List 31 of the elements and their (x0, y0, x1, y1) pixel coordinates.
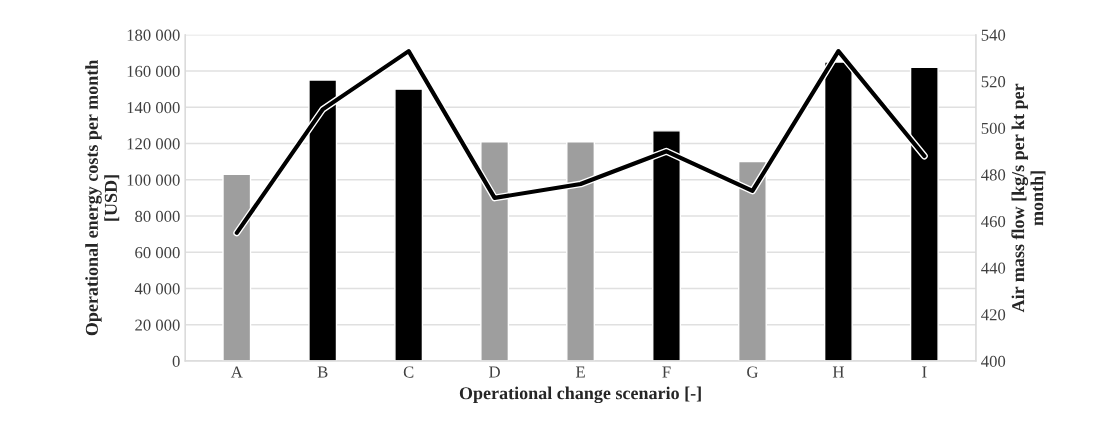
y2-tick-label: 440 (981, 262, 1006, 274)
y-tick-label: 80 000 (135, 210, 180, 222)
x-tick-label: D (489, 366, 500, 378)
y2-tick-label: 420 (981, 309, 1006, 321)
y2-tick-label: 500 (981, 122, 1006, 134)
x-tick-label: I (922, 366, 927, 378)
y2-tick-label: 400 (981, 355, 1006, 367)
y-tick-label: 140 000 (127, 102, 180, 114)
y2-tick-label: 480 (981, 169, 1006, 181)
y-tick-label: 180 000 (127, 29, 180, 41)
x-axis-title: Operational change scenario [-] (459, 386, 701, 404)
x-tick-label: B (317, 366, 328, 378)
y-tick-label: 120 000 (127, 138, 180, 150)
x-tick-label: G (747, 366, 758, 378)
y-tick-label: 100 000 (127, 174, 180, 186)
x-tick-label: A (230, 366, 243, 378)
x-tick-label: E (575, 366, 585, 378)
x-tick-label: H (832, 366, 844, 378)
y-tick-label: 0 (172, 355, 180, 367)
y-axis-title: Operational energy costs per month [USD] (85, 59, 120, 336)
y-tick-label: 160 000 (127, 65, 180, 77)
x-tick-label: C (403, 366, 414, 378)
x-tick-label: F (662, 366, 671, 378)
y2-tick-label: 520 (981, 76, 1006, 88)
y2-axis-title: Air mass flow [kg/s per kt per month] (1011, 83, 1046, 313)
y-tick-label: 40 000 (134, 283, 180, 295)
y-tick-label: 20 000 (135, 319, 180, 331)
y2-tick-label: 460 (981, 215, 1006, 228)
y2-tick-label: 540 (981, 29, 1006, 41)
y-tick-label: 60 000 (135, 247, 180, 259)
bar (394, 88, 424, 362)
